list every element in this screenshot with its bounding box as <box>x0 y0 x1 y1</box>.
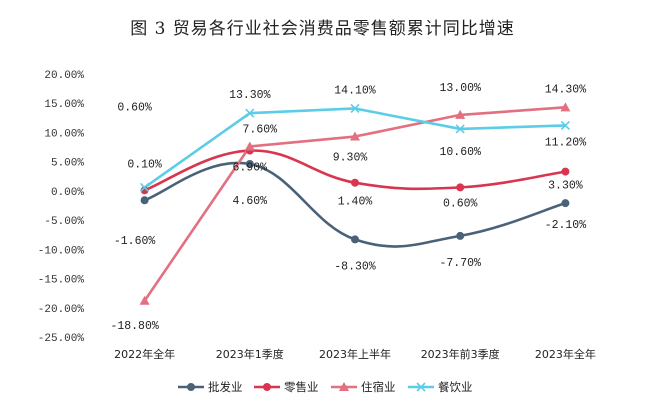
series-1-point <box>140 196 149 205</box>
legend-label: 餐饮业 <box>438 380 473 394</box>
series-3-data-label: 9.30% <box>333 152 368 165</box>
series-4-line <box>143 107 566 189</box>
legend-item-3: 住宿业 <box>331 380 396 394</box>
series-2-data-label: 0.10% <box>127 158 162 171</box>
series-2-data-label: 3.30% <box>548 180 583 193</box>
legend-label: 住宿业 <box>361 380 396 394</box>
series-2-data-label: 0.60% <box>443 197 478 210</box>
series-4-point <box>350 103 360 114</box>
y-tick-label: -15.00% <box>38 275 85 287</box>
series-1-point <box>351 235 359 244</box>
x-category-label: 2023年前3季度 <box>421 347 500 361</box>
series-1-data-label: -2.10% <box>545 219 587 232</box>
series-2-point <box>561 167 570 176</box>
series-1-data-label: -1.60% <box>114 235 156 248</box>
legend-swatch-marker <box>263 383 271 391</box>
series-3-point <box>455 109 466 119</box>
y-tick-label: -25.00% <box>38 333 85 345</box>
y-tick-label: 10.00% <box>44 128 84 140</box>
legend-item-2: 零售业 <box>254 380 319 394</box>
series-3-point <box>350 131 360 141</box>
series-1-data-label: -8.30% <box>334 260 376 273</box>
y-tick-label: 15.00% <box>44 99 84 111</box>
y-tick-label: -10.00% <box>38 245 85 257</box>
x-category-label: 2023年全年 <box>535 347 596 361</box>
y-tick-label: 5.00% <box>51 158 84 170</box>
series-3-data-label: 14.30% <box>545 83 587 96</box>
y-tick-label: -5.00% <box>44 216 84 228</box>
legend-label: 批发业 <box>208 380 243 394</box>
series-3-data-label: 13.00% <box>439 82 481 95</box>
series-3-data-label: -18.80% <box>110 320 158 333</box>
series-2-point <box>351 178 359 187</box>
series-3-point <box>560 102 571 112</box>
series-4-data-label: 10.60% <box>439 146 481 159</box>
series-4-data-label: 11.20% <box>545 136 587 149</box>
series-4-point <box>245 108 255 118</box>
y-tick-label: 20.00% <box>44 70 84 82</box>
legend-label: 零售业 <box>284 380 319 394</box>
series-1-point <box>245 160 254 169</box>
series-2-data-label: 6.90% <box>233 162 268 175</box>
series-4-data-label: 0.60% <box>117 101 152 114</box>
legend-item-1: 批发业 <box>178 380 243 394</box>
series-1-point <box>456 231 465 240</box>
legend-swatch-marker <box>187 383 195 391</box>
series-1-data-label: 4.60% <box>233 195 268 208</box>
legend-swatch-marker <box>339 382 349 391</box>
series-3-point <box>139 295 150 305</box>
series-1-data-label: -7.70% <box>439 257 481 270</box>
legend-swatch-marker <box>416 382 426 392</box>
legend-item-4: 餐饮业 <box>408 380 473 394</box>
series-2-point <box>456 183 465 192</box>
x-category-label: 2022年全年 <box>114 347 175 361</box>
chart-title: 图 3 贸易各行业社会消费品零售额累计同比增速 <box>130 19 515 39</box>
series-4-point <box>140 182 150 192</box>
series-4-data-label: 13.30% <box>229 89 271 102</box>
x-category-label: 2023年1季度 <box>216 347 284 361</box>
series-4-point <box>560 120 570 130</box>
series-4-point <box>455 124 465 134</box>
y-tick-label: -20.00% <box>38 304 85 316</box>
series-4-data-label: 14.10% <box>334 84 376 97</box>
series-3-data-label: 7.60% <box>243 123 278 136</box>
x-category-label: 2023年上半年 <box>319 347 391 361</box>
series-1-point <box>561 199 570 208</box>
series-2-data-label: 1.40% <box>338 196 373 209</box>
series-3-point <box>244 141 255 151</box>
y-tick-label: 0.00% <box>51 187 84 199</box>
